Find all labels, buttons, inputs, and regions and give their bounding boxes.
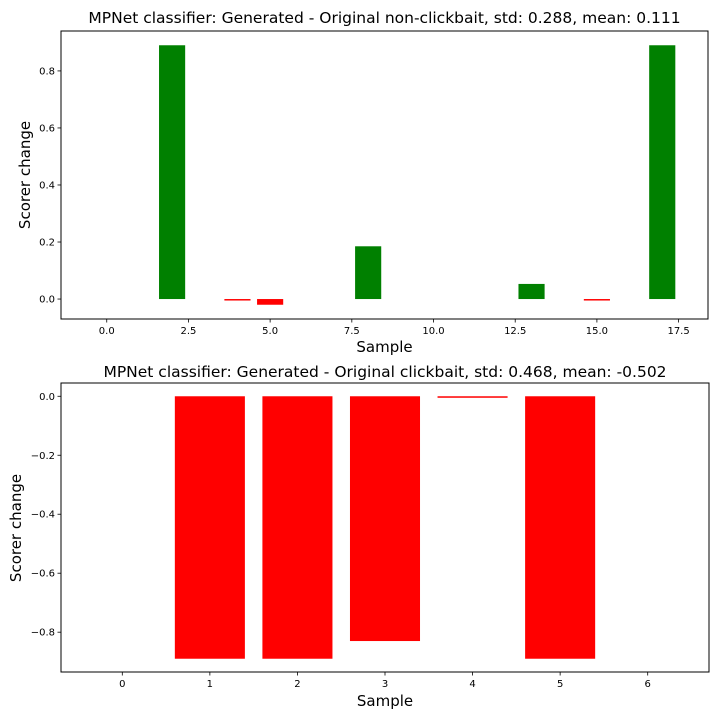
bar bbox=[349, 396, 421, 642]
x-tick-label: 1 bbox=[207, 679, 213, 690]
x-tick-label: 3 bbox=[382, 679, 388, 690]
bar bbox=[159, 45, 186, 300]
bar bbox=[262, 396, 333, 659]
y-tick-label: 0.4 bbox=[39, 180, 55, 191]
bar bbox=[583, 299, 610, 301]
x-axis-label: Sample bbox=[357, 692, 413, 710]
y-tick-label: −0.6 bbox=[31, 569, 55, 580]
x-tick-label: 6 bbox=[645, 679, 651, 690]
x-tick-label: 15.0 bbox=[586, 326, 608, 337]
y-tick-label: 0.6 bbox=[39, 123, 55, 134]
x-tick-label: 17.5 bbox=[667, 326, 689, 337]
bar bbox=[174, 396, 245, 659]
bar bbox=[437, 396, 508, 398]
bar bbox=[518, 283, 545, 300]
y-tick-label: −0.4 bbox=[31, 510, 55, 521]
bar-group bbox=[174, 396, 596, 659]
y-tick-label: 0.0 bbox=[39, 392, 55, 403]
plot-frame bbox=[60, 30, 709, 320]
x-tick-label: 4 bbox=[469, 679, 475, 690]
y-tick-label: 0.0 bbox=[39, 295, 55, 306]
bar bbox=[355, 246, 382, 300]
bar bbox=[257, 299, 284, 305]
tick-group: 0 1 2 3 4 5 6 0.0 −0.2 −0.4 −0.6 −0.8 bbox=[31, 392, 651, 690]
x-tick-label: 0 bbox=[119, 679, 125, 690]
bar bbox=[649, 45, 676, 300]
y-tick-label: 0.8 bbox=[39, 66, 55, 77]
x-tick-label: 0.0 bbox=[99, 326, 115, 337]
x-tick-label: 2 bbox=[294, 679, 300, 690]
tick-group: 0.0 2.5 5.0 7.5 10.0 12.5 15.0 17.5 0.0 0.2 0.4 0.6… bbox=[39, 66, 690, 337]
chart-non-clickbait: MPNet classifier: Generated - Original n… bbox=[16, 9, 709, 356]
bar bbox=[525, 396, 596, 659]
y-tick-label: 0.2 bbox=[39, 238, 55, 249]
chart-title: MPNet classifier: Generated - Original c… bbox=[103, 363, 666, 381]
chart-clickbait: MPNet classifier: Generated - Original c… bbox=[7, 363, 710, 710]
y-axis-label: Scorer change bbox=[7, 474, 25, 582]
y-axis-label: Scorer change bbox=[16, 121, 34, 229]
x-tick-label: 2.5 bbox=[180, 326, 196, 337]
bar bbox=[224, 299, 251, 301]
x-tick-label: 10.0 bbox=[422, 326, 444, 337]
x-tick-label: 12.5 bbox=[504, 326, 526, 337]
x-tick-label: 7.5 bbox=[344, 326, 360, 337]
bar-group bbox=[159, 45, 676, 305]
y-tick-label: −0.8 bbox=[31, 628, 55, 639]
x-tick-label: 5.0 bbox=[262, 326, 278, 337]
plot-frame bbox=[60, 382, 710, 673]
chart-title: MPNet classifier: Generated - Original n… bbox=[88, 9, 680, 27]
x-axis-label: Sample bbox=[356, 338, 412, 356]
x-tick-label: 5 bbox=[557, 679, 563, 690]
y-tick-label: −0.2 bbox=[31, 451, 55, 462]
